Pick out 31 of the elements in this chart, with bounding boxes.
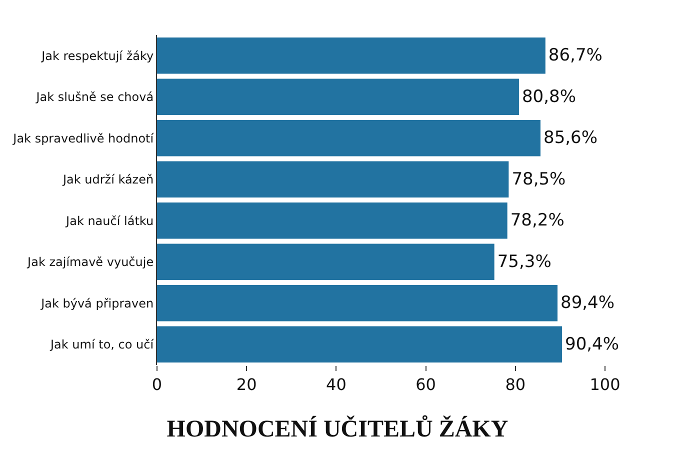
data-label: 78,5% [512,169,566,190]
x-tick-label: 80 [505,375,526,394]
y-tick-label: Jak umí to, co učí [50,338,154,352]
bar [157,202,508,239]
text: HODNOCENÍ UČITELŮ ŽÁKY [166,414,508,442]
x-tick-label: 100 [590,375,620,394]
x-tick-label: 20 [236,375,257,394]
data-label: 80,8% [522,86,576,107]
data-label: 86,7% [548,46,602,66]
y-tick-label: Jak slušně se chová [35,90,154,104]
y-tick-label: Jak respektují žáky [40,48,154,63]
data-label: 85,6% [543,128,598,148]
y-tick-label: Jak zajímavě vyučuje [26,255,154,270]
bar [157,120,540,156]
y-tick-label: Jak udrží kázeň [62,172,154,187]
data-label: 89,4% [560,293,615,314]
bar [157,326,562,363]
data-label: 90,4% [564,334,620,354]
bar [157,161,509,198]
y-tick-label: Jak bývá připraven [40,296,154,310]
y-tick-label: Jak spravedlivě hodnotí [12,131,154,146]
x-tick-label: 60 [416,375,436,394]
data-label: 78,2% [510,210,564,231]
bar [157,78,519,116]
bar [157,37,546,74]
data-label: 75,3% [497,252,552,272]
bar [157,244,494,280]
x-tick-label: 40 [326,375,346,394]
x-tick-label: 0 [152,375,162,394]
y-tick-label: Jak naučí látku [65,214,154,228]
bar [157,284,558,322]
